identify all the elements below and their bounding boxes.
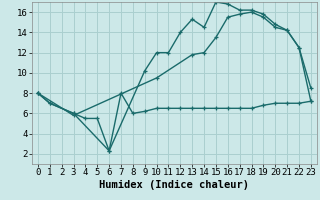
X-axis label: Humidex (Indice chaleur): Humidex (Indice chaleur) <box>100 180 249 190</box>
